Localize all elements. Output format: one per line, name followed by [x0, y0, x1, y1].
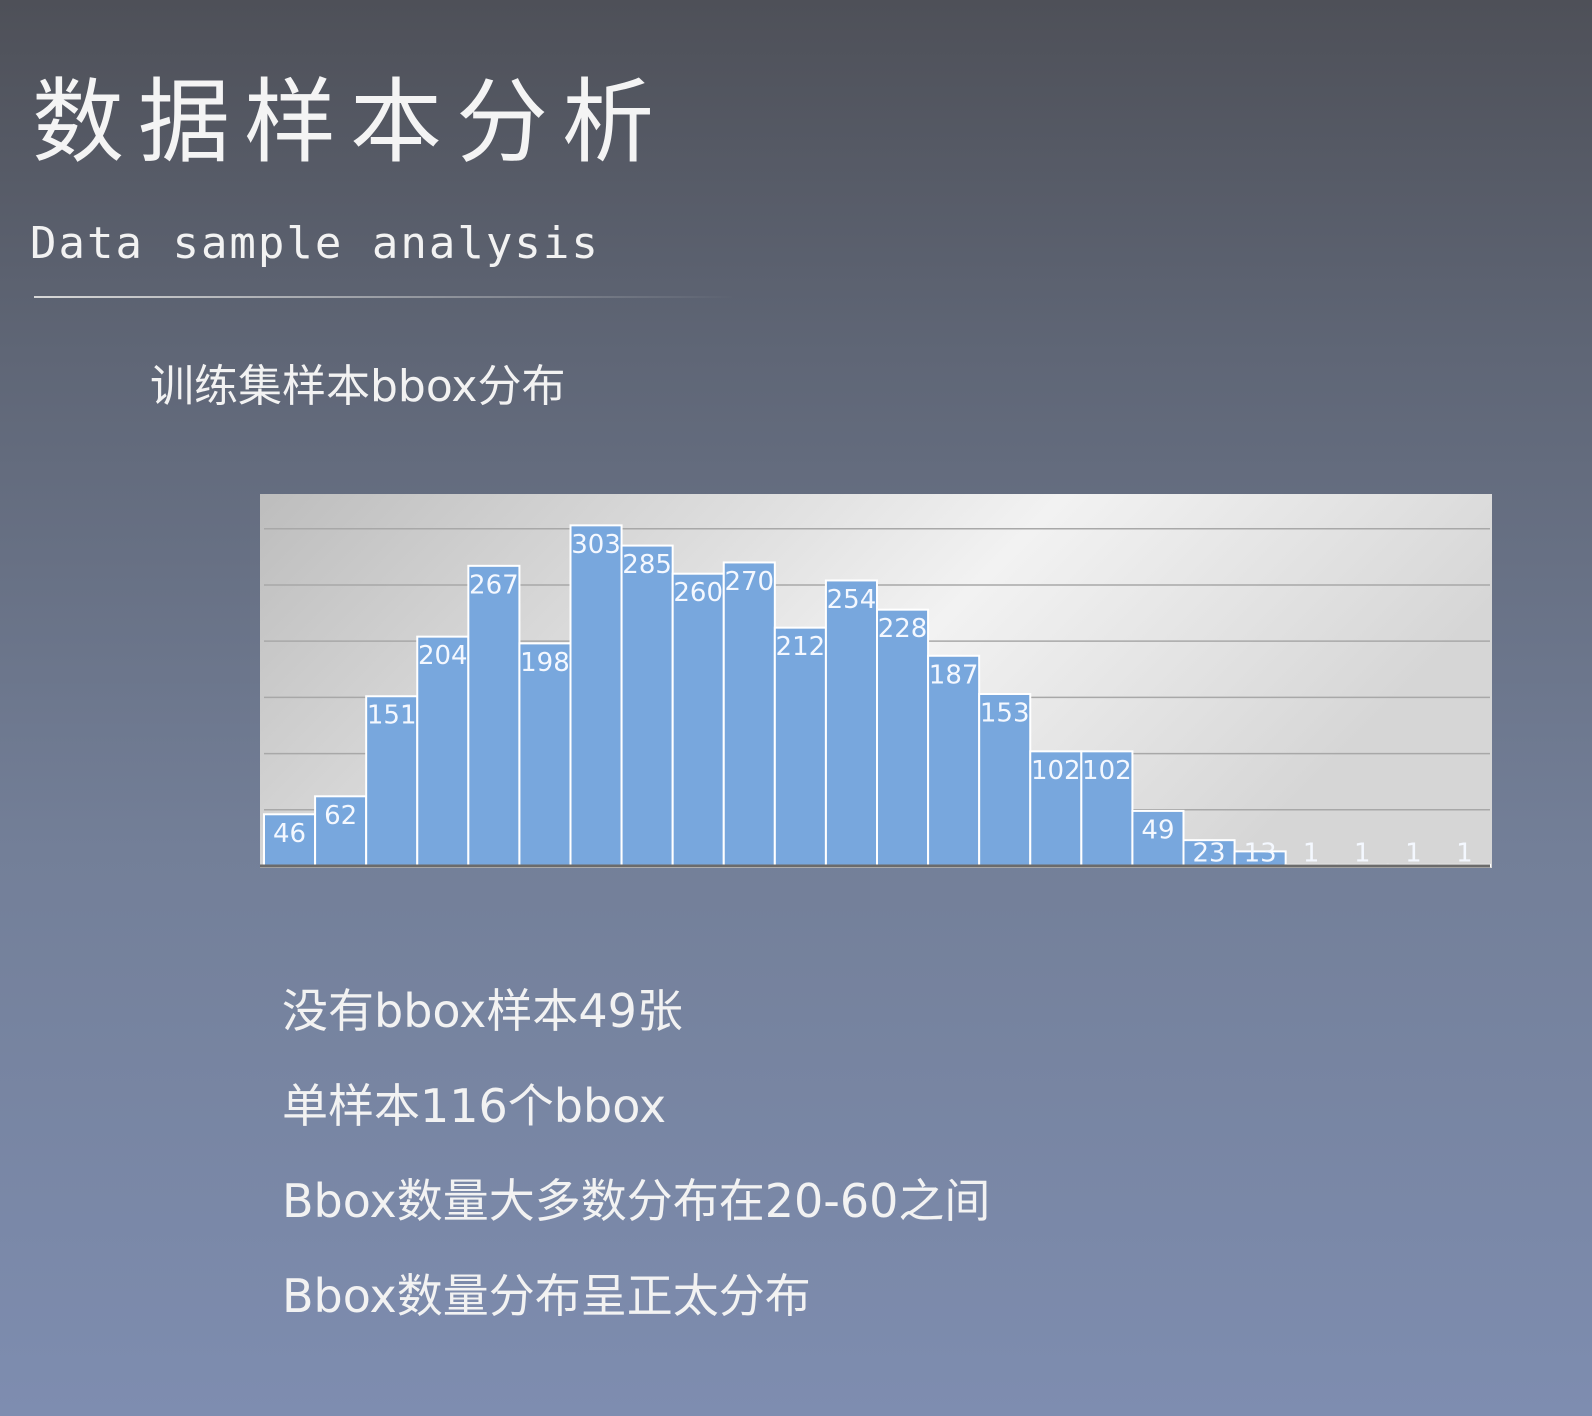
bar — [722, 561, 776, 867]
data-label: 198 — [520, 648, 570, 678]
data-label: 285 — [622, 550, 672, 580]
data-label: 102 — [1082, 756, 1132, 786]
data-label: 270 — [724, 567, 774, 597]
note: Bbox数量分布呈正太分布 — [282, 1269, 811, 1323]
bar — [620, 544, 674, 867]
bar — [467, 564, 521, 867]
data-label: 303 — [571, 530, 621, 560]
data-label: 1 — [1354, 839, 1371, 869]
slide-title: 数据样本分析 — [32, 69, 669, 176]
note: 没有bbox样本49张 — [282, 984, 683, 1038]
bar — [773, 626, 827, 867]
bar — [671, 572, 725, 867]
bar — [927, 654, 981, 867]
bar — [569, 524, 623, 867]
data-label: 1 — [1405, 839, 1422, 869]
bar — [365, 695, 419, 867]
note: Bbox数量大多数分布在20-60之间 — [282, 1174, 991, 1228]
divider — [34, 296, 734, 298]
bar — [1029, 750, 1083, 867]
data-label: 1 — [1303, 839, 1320, 869]
slide-subtitle: Data sample analysis — [30, 218, 600, 269]
data-label: 13 — [1244, 839, 1277, 869]
data-label: 153 — [980, 698, 1030, 728]
data-label: 151 — [367, 701, 417, 731]
data-label: 187 — [929, 660, 979, 690]
data-label: 260 — [673, 578, 723, 608]
section-heading: 训练集样本bbox分布 — [150, 361, 566, 412]
bar — [416, 635, 470, 867]
note: 单样本116个bbox — [282, 1079, 667, 1133]
data-label: 228 — [878, 614, 928, 644]
data-label: 267 — [469, 570, 519, 600]
data-label: 102 — [1031, 756, 1081, 786]
data-label: 254 — [827, 585, 877, 615]
data-label: 1 — [1456, 839, 1473, 869]
bar — [978, 692, 1032, 867]
data-label: 212 — [776, 632, 826, 662]
data-label: 49 — [1141, 815, 1174, 845]
data-label: 204 — [418, 641, 468, 671]
data-label: 62 — [324, 801, 357, 831]
bar — [876, 608, 930, 867]
data-label: 23 — [1192, 839, 1225, 869]
bar — [824, 579, 879, 868]
bar — [314, 795, 368, 868]
data-label: 46 — [273, 819, 306, 849]
